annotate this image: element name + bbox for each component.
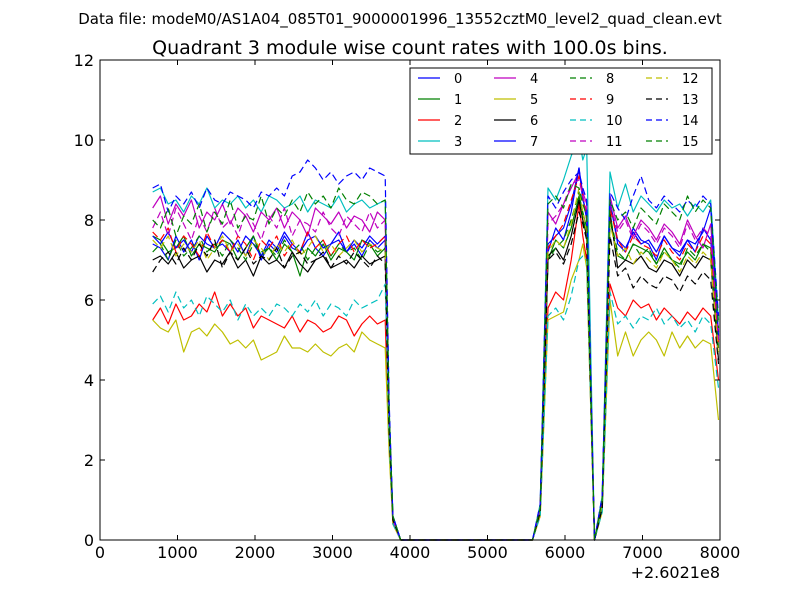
legend-label-7: 7 <box>530 135 538 150</box>
figure-suptitle: Data file: modeM0/AS1A04_085T01_90000019… <box>78 10 722 29</box>
y-tick-label: 8 <box>84 211 94 230</box>
x-tick-label: 0 <box>95 543 105 562</box>
legend-label-13: 13 <box>682 93 699 108</box>
x-tick-label: 8000 <box>700 543 741 562</box>
ticks-layer: 0 1000 2000 3000 4000 5000 6000 7000 80000246810… <box>74 51 741 562</box>
legend-label-11: 11 <box>606 135 623 150</box>
legend-label-1: 1 <box>454 93 462 108</box>
legend-label-6: 6 <box>530 114 538 129</box>
y-tick-label: 10 <box>74 131 94 150</box>
legend-frame <box>409 67 713 155</box>
x-tick-label: 2000 <box>235 543 276 562</box>
legend-label-9: 9 <box>606 93 614 108</box>
x-tick-label: 3000 <box>312 543 353 562</box>
y-tick-label: 4 <box>84 371 94 390</box>
legend-label-12: 12 <box>682 72 699 87</box>
legend-label-5: 5 <box>530 93 538 108</box>
legend-label-3: 3 <box>454 135 462 150</box>
legend-label-10: 10 <box>606 114 623 129</box>
legend-label-15: 15 <box>682 135 699 150</box>
y-tick-label: 12 <box>74 51 94 70</box>
x-tick-label: 5000 <box>467 543 508 562</box>
legend-label-4: 4 <box>530 72 538 87</box>
series-line-10 <box>152 255 720 541</box>
y-tick-label: 2 <box>84 451 94 470</box>
legend-label-2: 2 <box>454 114 462 129</box>
x-tick-label: 4000 <box>390 543 431 562</box>
legend-label-0: 0 <box>454 72 462 87</box>
legend-label-14: 14 <box>682 114 699 129</box>
chart-title: Quadrant 3 module wise count rates with … <box>152 37 668 59</box>
x-tick-label: 6000 <box>545 543 586 562</box>
y-tick-label: 6 <box>84 291 94 310</box>
x-tick-label: 1000 <box>157 543 198 562</box>
legend-label-8: 8 <box>606 72 614 87</box>
x-offset-label: +2.6021e8 <box>631 563 720 582</box>
y-tick-label: 0 <box>84 531 94 550</box>
series-line-9 <box>152 175 720 541</box>
x-tick-label: 7000 <box>622 543 663 562</box>
